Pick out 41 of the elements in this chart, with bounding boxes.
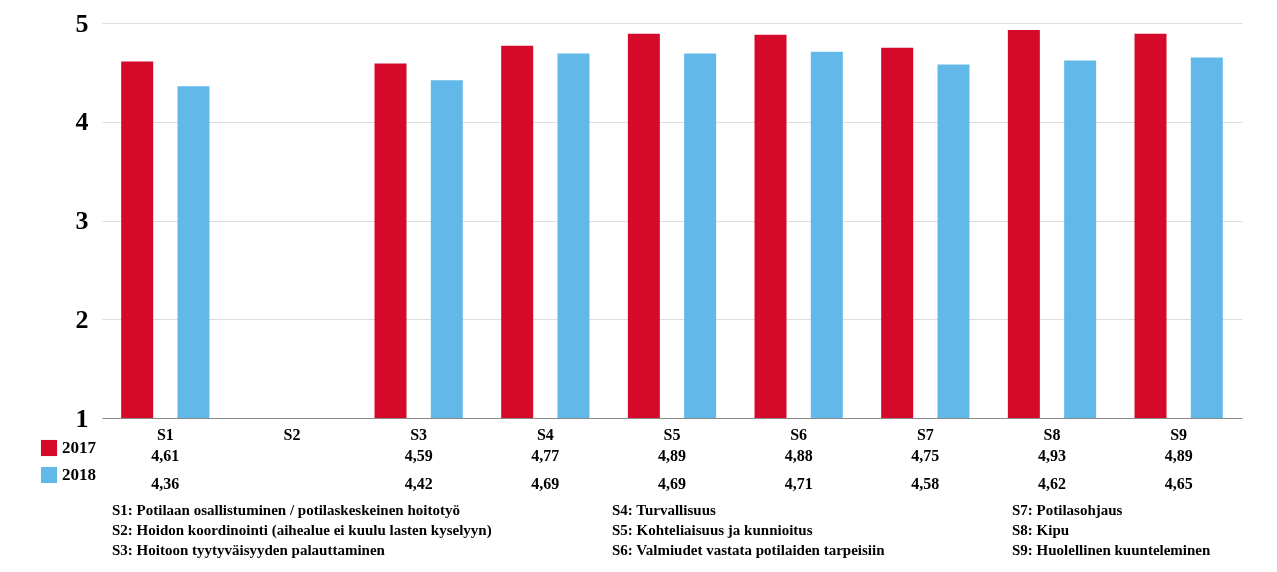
data-label: 4,93	[1038, 447, 1066, 464]
y-tick-label: 1	[75, 403, 89, 433]
data-label: 4,62	[1038, 475, 1066, 492]
text: S4: Turvallisuus	[612, 502, 717, 520]
text: S7: Potilasohjaus	[1012, 502, 1124, 520]
data-label: 4,89	[658, 447, 686, 464]
x-tick-label: S3	[410, 425, 428, 443]
data-label: 4,77	[531, 447, 560, 464]
x-tick-label: S2	[283, 425, 301, 443]
data-label: 4,58	[911, 475, 940, 492]
data-label: 4,88	[784, 447, 813, 464]
x-tick-label: S5	[663, 425, 681, 443]
text: S8: Kipu	[1012, 522, 1071, 540]
data-label: 4,69	[658, 475, 686, 492]
legend-label: 2017	[62, 438, 97, 457]
data-label: 4,71	[784, 475, 813, 492]
text: S5: Kohteliaisuus ja kunnioitus	[612, 522, 814, 540]
text: S2: Hoidon koordinointi (aihealue ei kuulu lasten kyselyyn)	[112, 522, 493, 540]
data-label: 4,59	[404, 447, 433, 464]
data-label: 4,75	[911, 447, 940, 464]
text: S6: Valmiudet vastata potilaiden tarpeisiin	[612, 542, 886, 560]
data-label: 4,42	[404, 475, 433, 492]
legend-label: 2018	[62, 465, 96, 484]
text: S3: Hoitoon tyytyväisyyden palauttaminen	[112, 542, 386, 560]
x-tick-label: S6	[790, 425, 808, 443]
x-tick-label: S1	[156, 425, 174, 443]
data-label: 4,61	[151, 447, 180, 464]
y-tick-label: 3	[75, 206, 89, 235]
x-tick-label: S4	[536, 425, 554, 443]
data-label: 4,65	[1164, 475, 1193, 492]
data-label: 4,69	[531, 475, 560, 492]
x-tick-label: S9	[1170, 425, 1188, 443]
data-label: 4,36	[151, 475, 180, 492]
y-tick-label: 5	[75, 8, 89, 38]
x-tick-label: S7	[916, 425, 934, 443]
text: S1: Potilaan osallistuminen / potilaskeskeinen hoitotyö	[112, 502, 461, 520]
text: S9: Huolellinen kuunteleminen	[1012, 542, 1212, 560]
y-tick-label: 4	[75, 107, 89, 137]
data-label: 4,89	[1164, 447, 1193, 464]
y-tick-label: 2	[75, 304, 89, 334]
x-tick-label: S8	[1043, 425, 1061, 443]
